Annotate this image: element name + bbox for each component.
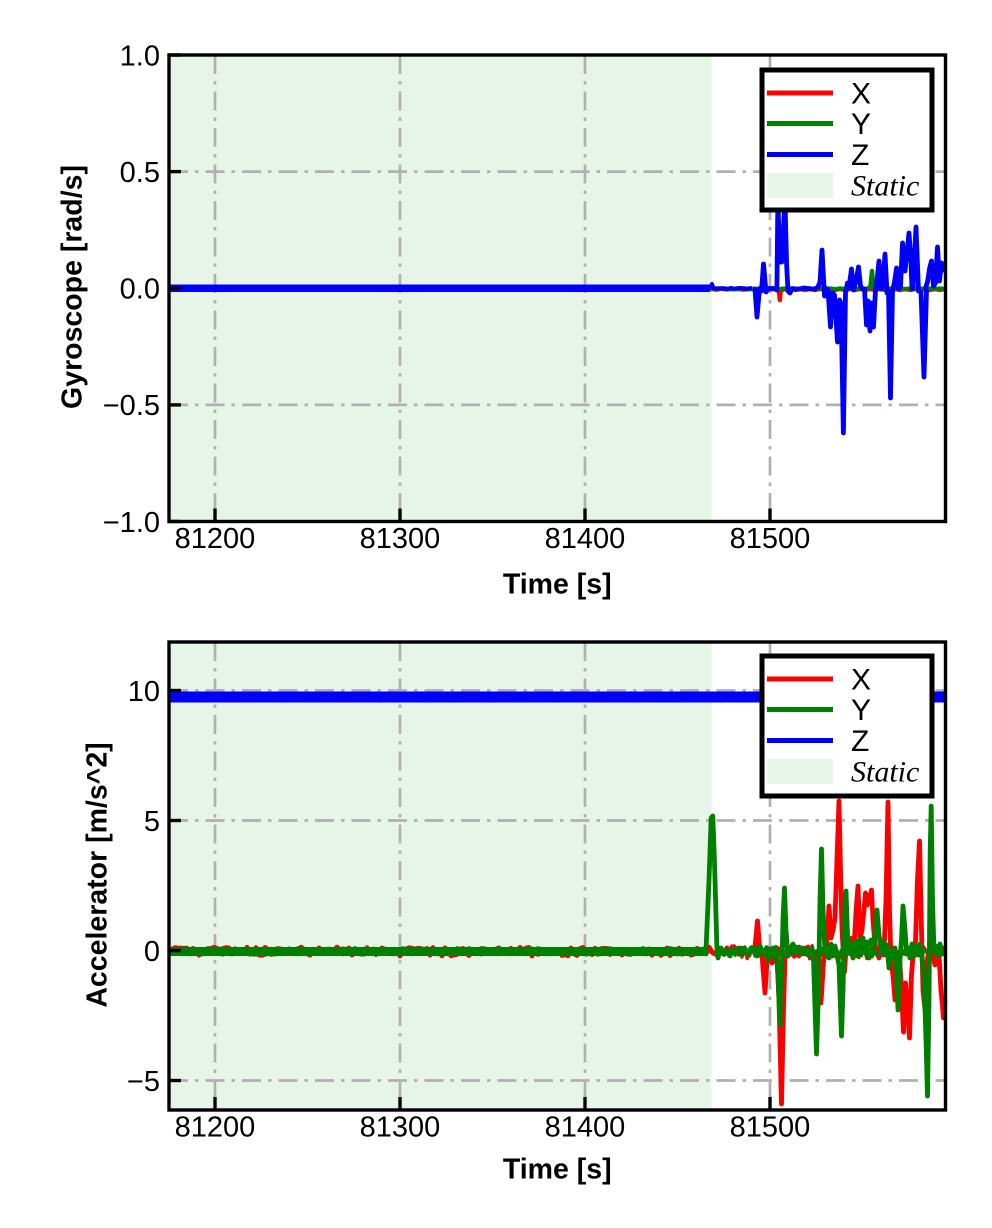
- svg-text:0.0: 0.0: [120, 274, 160, 306]
- svg-text:X: X: [851, 664, 871, 697]
- svg-text:Y: Y: [851, 694, 871, 727]
- svg-text:1.0: 1.0: [120, 40, 160, 72]
- svg-text:10: 10: [128, 676, 160, 708]
- svg-text:Static: Static: [851, 756, 919, 789]
- svg-text:81200: 81200: [175, 523, 256, 555]
- svg-text:Static: Static: [851, 170, 919, 203]
- svg-text:Time [s]: Time [s]: [503, 1154, 612, 1186]
- svg-text:Z: Z: [851, 725, 869, 758]
- svg-text:81300: 81300: [360, 1112, 441, 1144]
- svg-text:Time [s]: Time [s]: [503, 569, 612, 601]
- svg-text:Z: Z: [851, 139, 869, 172]
- svg-text:Gyroscope [rad/s]: Gyroscope [rad/s]: [57, 165, 89, 409]
- svg-text:81400: 81400: [545, 523, 626, 555]
- svg-text:−5: −5: [127, 1066, 160, 1098]
- svg-text:0.5: 0.5: [120, 157, 160, 189]
- svg-text:81300: 81300: [360, 523, 441, 555]
- svg-text:81500: 81500: [730, 1112, 811, 1144]
- svg-text:X: X: [851, 78, 871, 111]
- svg-text:81400: 81400: [545, 1112, 626, 1144]
- svg-text:−1.0: −1.0: [103, 507, 160, 539]
- svg-text:5: 5: [144, 806, 160, 838]
- svg-text:81200: 81200: [175, 1112, 256, 1144]
- svg-text:0: 0: [144, 936, 160, 968]
- svg-text:81500: 81500: [730, 523, 811, 555]
- svg-text:Accelerator [m/s^2]: Accelerator [m/s^2]: [82, 742, 114, 1007]
- svg-text:Y: Y: [851, 108, 871, 141]
- svg-text:−0.5: −0.5: [103, 390, 160, 422]
